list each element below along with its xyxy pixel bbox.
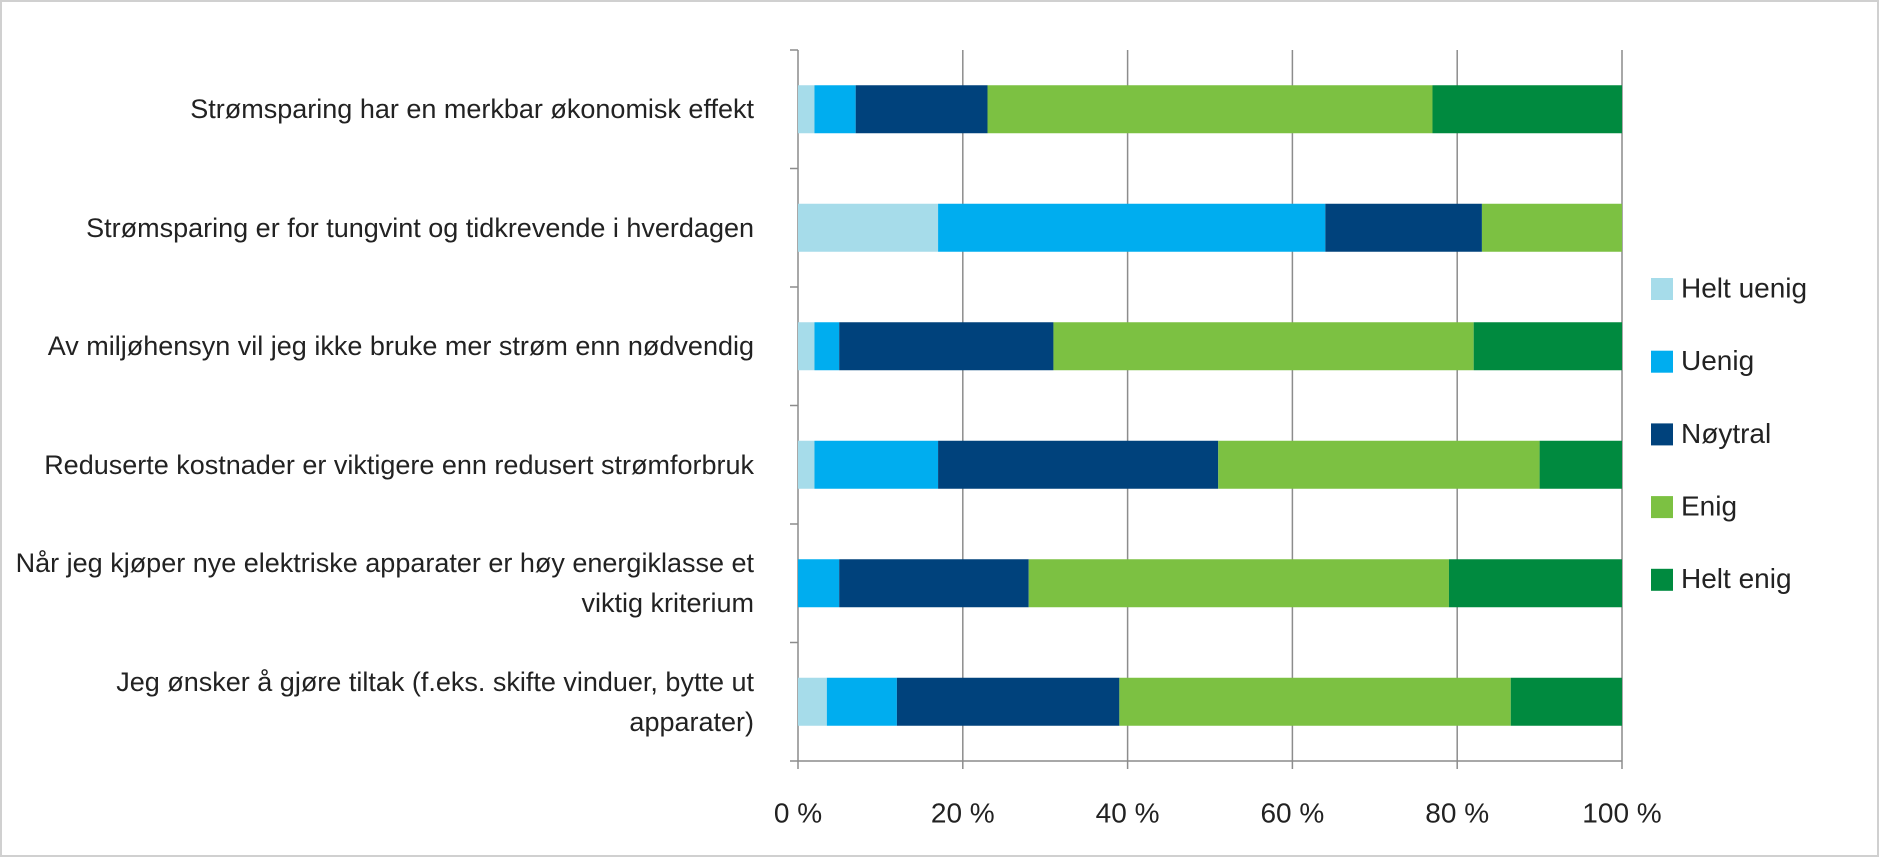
bar-segment xyxy=(1053,322,1474,371)
bar-segment xyxy=(798,559,840,608)
bar-segment xyxy=(839,322,1054,371)
bar-segment xyxy=(814,85,856,134)
bar-segment xyxy=(987,85,1433,134)
bar-segment xyxy=(1473,322,1622,371)
bar-segment xyxy=(814,440,939,489)
bar-segment xyxy=(1119,677,1511,726)
bar-segment xyxy=(1218,440,1540,489)
category-label: Av miljøhensyn vil jeg ikke bruke mer st… xyxy=(47,331,754,362)
category-label: Strømsparing er for tungvint og tidkreve… xyxy=(86,212,754,243)
x-tick-label: 80 % xyxy=(1425,797,1489,828)
category-label: Reduserte kostnader er viktigere enn red… xyxy=(44,449,754,480)
legend-swatch xyxy=(1651,278,1673,300)
category-label: Jeg ønsker å gjøre tiltak (f.eks. skifte… xyxy=(116,666,754,737)
legend-swatch xyxy=(1651,496,1673,519)
bar-segment xyxy=(1481,203,1622,252)
x-tick-label: 40 % xyxy=(1096,797,1160,828)
bar-segment xyxy=(896,677,1120,726)
x-tick-label: 0 % xyxy=(774,797,822,828)
legend-label: Enig xyxy=(1681,490,1737,521)
category-label: Når jeg kjøper nye elektriske apparater … xyxy=(15,548,754,619)
bar-segment xyxy=(826,677,897,726)
bar-segment xyxy=(798,677,827,726)
bar-segment xyxy=(855,85,988,134)
x-tick-label: 60 % xyxy=(1260,797,1324,828)
bar-segment xyxy=(839,559,1029,608)
bar-segment xyxy=(798,440,815,489)
bar-segment xyxy=(814,322,840,371)
bar-segment xyxy=(1510,677,1622,726)
legend-swatch xyxy=(1651,423,1673,446)
bar-segment xyxy=(1448,559,1622,608)
legend-swatch xyxy=(1651,568,1673,591)
x-tick-label: 20 % xyxy=(931,797,995,828)
bar-segment xyxy=(1539,440,1622,489)
legend-label: Nøytral xyxy=(1681,418,1771,449)
category-label: Strømsparing har en merkbar økonomisk ef… xyxy=(190,94,754,125)
bar-segment xyxy=(1432,85,1622,134)
x-tick-label: 100 % xyxy=(1582,797,1661,828)
bar-segment xyxy=(798,203,939,252)
bar-segment xyxy=(798,322,815,371)
bar-segment xyxy=(1325,203,1482,252)
legend-swatch xyxy=(1651,350,1673,373)
legend-label: Helt enig xyxy=(1681,563,1792,594)
bar-segment xyxy=(1028,559,1449,608)
legend-label: Helt uenig xyxy=(1681,272,1807,303)
bar-segment xyxy=(938,203,1326,252)
bar-segment xyxy=(938,440,1219,489)
legend-label: Uenig xyxy=(1681,345,1754,376)
bar-segment xyxy=(798,85,815,134)
